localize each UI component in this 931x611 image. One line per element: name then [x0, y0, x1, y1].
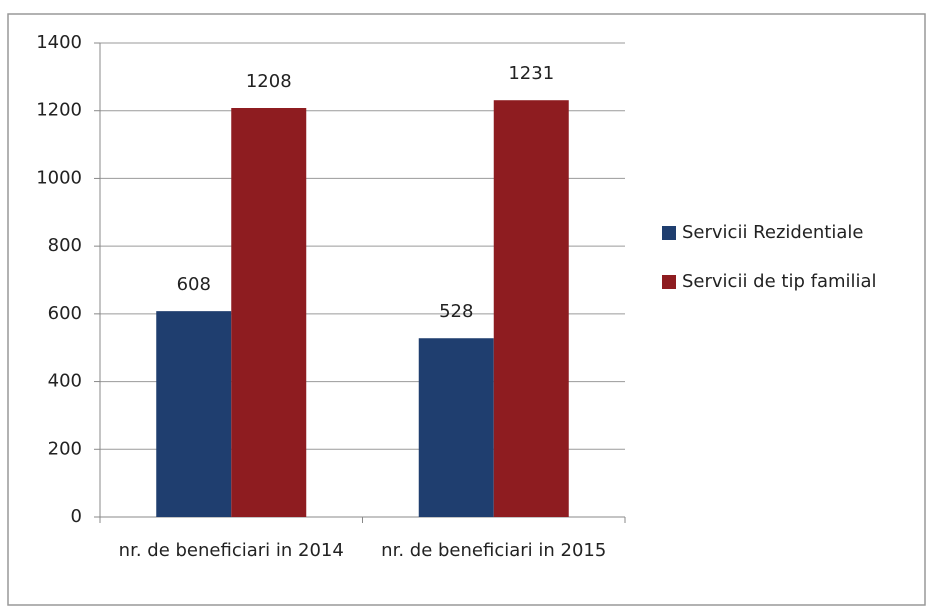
bar — [493, 100, 569, 518]
legend-swatch — [662, 226, 676, 240]
value-label: 1231 — [508, 63, 554, 84]
legend-label: Servicii de tip familial — [682, 271, 877, 292]
value-label: 1208 — [246, 71, 292, 92]
bar — [231, 108, 307, 518]
y-tick-label: 0 — [71, 506, 82, 527]
y-tick-label: 400 — [48, 371, 82, 392]
y-tick-label: 800 — [48, 235, 82, 256]
y-tick-label: 200 — [48, 438, 82, 459]
x-tick-label: nr. de beneficiari in 2014 — [118, 540, 344, 561]
value-label: 528 — [439, 301, 473, 322]
y-tick-label: 600 — [48, 303, 82, 324]
x-tick-label: nr. de beneficiari in 2015 — [381, 540, 607, 561]
legend-label: Servicii Rezidentiale — [682, 222, 863, 243]
chart-frame — [7, 13, 926, 606]
y-tick-label: 1200 — [36, 100, 82, 121]
value-label: 608 — [177, 274, 211, 295]
bar — [418, 338, 494, 517]
y-tick-label: 1400 — [36, 32, 82, 53]
legend-swatch — [662, 275, 676, 289]
y-tick-label: 1000 — [36, 167, 82, 188]
bar — [156, 311, 232, 517]
